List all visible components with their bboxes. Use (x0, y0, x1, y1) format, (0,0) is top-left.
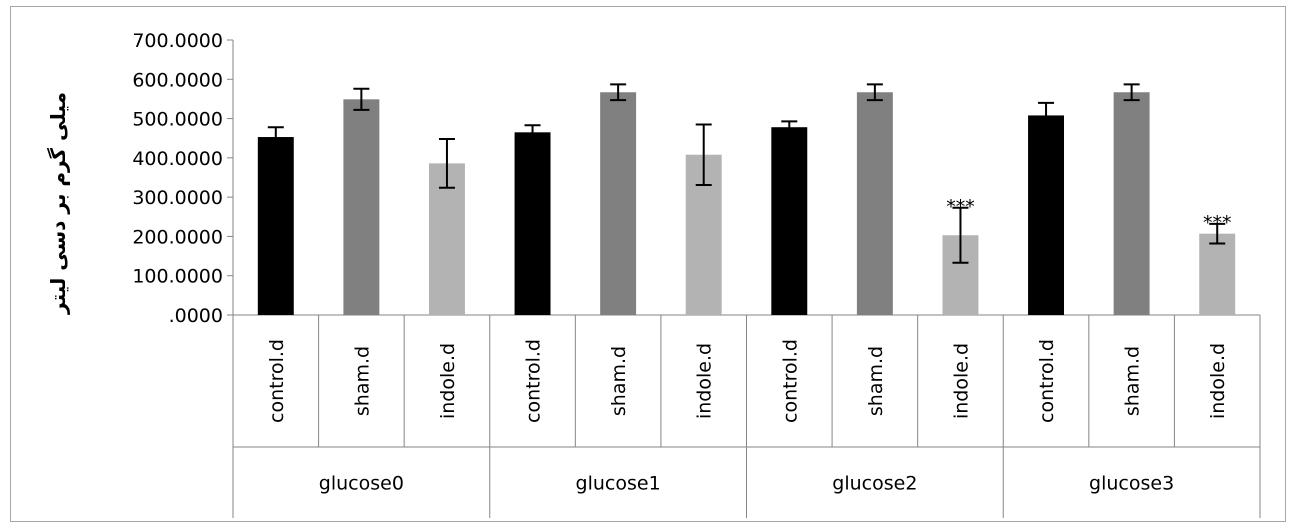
bar-chart: میلی گرم بر دسی لیتر .0000 100.0000 200.00… (46, 30, 1261, 518)
category-label: sham.d (1122, 346, 1144, 416)
bar-glucose1-sham.d (600, 92, 637, 315)
y-tick-label: 300.0000 (132, 187, 223, 209)
error-bars (267, 83, 1226, 264)
labels: .0000 100.0000 200.0000 300.0000 400.0000 500… (132, 30, 1231, 495)
bar-glucose0-sham.d (343, 99, 380, 315)
bar-glucose2-control.d (771, 127, 808, 315)
y-tick-label: 200.0000 (132, 226, 223, 248)
bar-glucose3-indole.d (1199, 233, 1236, 315)
category-label: indole.d (694, 343, 716, 419)
category-label: indole.d (437, 343, 459, 419)
category-label: sham.d (608, 346, 630, 416)
y-tick-label: 500.0000 (132, 109, 223, 131)
y-tick-label: 100.0000 (132, 266, 223, 288)
bar-glucose3-control.d (1028, 115, 1065, 315)
bar-glucose1-control.d (514, 132, 551, 315)
category-label: control.d (266, 339, 288, 423)
y-tick-label: 600.0000 (132, 69, 223, 91)
bars (257, 92, 1236, 315)
y-tick-label: 700.0000 (132, 30, 223, 52)
axes (227, 39, 1261, 518)
category-label: indole.d (950, 343, 972, 419)
significance-annotation: *** (1203, 212, 1232, 234)
group-label: glucose1 (576, 473, 661, 495)
y-axis-title-text: میلی گرم بر دسی لیتر (46, 92, 70, 315)
category-label: control.d (779, 339, 801, 423)
group-label: glucose2 (832, 473, 917, 495)
category-label: sham.d (865, 346, 887, 416)
group-label: glucose3 (1089, 473, 1174, 495)
significance-annotation: *** (946, 196, 975, 218)
bar-glucose2-sham.d (856, 92, 893, 315)
chart-area: میلی گرم بر دسی لیتر .0000 100.0000 200.00… (10, 6, 1286, 522)
category-label: indole.d (1207, 343, 1229, 419)
y-tick-label: 400.0000 (132, 148, 223, 170)
y-tick-label: .0000 (169, 305, 223, 327)
y-axis-title: میلی گرم بر دسی لیتر (46, 92, 70, 315)
bar-glucose0-control.d (257, 137, 294, 315)
category-label: control.d (523, 339, 545, 423)
category-label: sham.d (351, 346, 373, 416)
bar-glucose3-sham.d (1113, 92, 1150, 315)
group-label: glucose0 (319, 473, 404, 495)
category-label: control.d (1036, 339, 1058, 423)
